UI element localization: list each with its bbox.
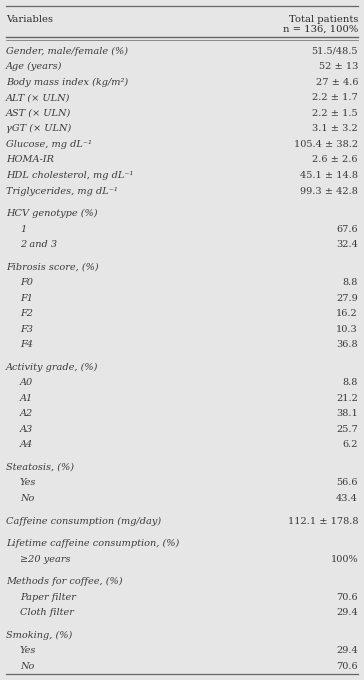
Text: Total patients: Total patients [289,15,358,24]
Text: 43.4: 43.4 [336,494,358,503]
Text: 56.6: 56.6 [336,479,358,488]
Text: Glucose, mg dL⁻¹: Glucose, mg dL⁻¹ [6,140,92,149]
Text: 1: 1 [20,224,26,233]
Text: Smoking, (%): Smoking, (%) [6,630,72,640]
Text: F2: F2 [20,309,33,318]
Text: 29.4: 29.4 [336,646,358,656]
Text: Steatosis, (%): Steatosis, (%) [6,463,74,472]
Text: A0: A0 [20,378,33,388]
Text: n = 136, 100%: n = 136, 100% [283,25,358,34]
Text: A2: A2 [20,409,33,418]
Text: 10.3: 10.3 [336,325,358,334]
Text: AST (× ULN): AST (× ULN) [6,109,71,118]
Text: Yes: Yes [20,479,36,488]
Text: Paper filter: Paper filter [20,593,76,602]
Text: 16.2: 16.2 [336,309,358,318]
Text: 8.8: 8.8 [343,278,358,287]
Text: 105.4 ± 38.2: 105.4 ± 38.2 [294,140,358,149]
Text: A4: A4 [20,441,33,449]
Text: Body mass index (kg/m²): Body mass index (kg/m²) [6,78,128,87]
Text: 99.3 ± 42.8: 99.3 ± 42.8 [300,186,358,196]
Text: Gender, male/female (%): Gender, male/female (%) [6,47,128,56]
Text: HCV genotype (%): HCV genotype (%) [6,209,98,218]
Text: Caffeine consumption (mg/day): Caffeine consumption (mg/day) [6,517,161,526]
Text: F4: F4 [20,340,33,350]
Text: No: No [20,494,34,503]
Text: Fibrosis score, (%): Fibrosis score, (%) [6,262,99,271]
Text: 52 ± 13: 52 ± 13 [318,63,358,71]
Text: 112.1 ± 178.8: 112.1 ± 178.8 [288,517,358,526]
Text: ALT (× ULN): ALT (× ULN) [6,93,70,103]
Text: 67.6: 67.6 [336,224,358,233]
Text: Activity grade, (%): Activity grade, (%) [6,362,98,372]
Text: 45.1 ± 14.8: 45.1 ± 14.8 [300,171,358,180]
Text: 2 and 3: 2 and 3 [20,240,57,249]
Text: 8.8: 8.8 [343,378,358,388]
Text: 3.1 ± 3.2: 3.1 ± 3.2 [312,124,358,133]
Text: Yes: Yes [20,646,36,656]
Text: 32.4: 32.4 [336,240,358,249]
Text: Age (years): Age (years) [6,63,62,71]
Text: No: No [20,662,34,670]
Text: Methods for coffee, (%): Methods for coffee, (%) [6,577,123,586]
Text: 36.8: 36.8 [336,340,358,350]
Text: HOMA-IR: HOMA-IR [6,156,54,165]
Text: 27 ± 4.6: 27 ± 4.6 [316,78,358,87]
Text: F0: F0 [20,278,33,287]
Text: 2.2 ± 1.5: 2.2 ± 1.5 [312,109,358,118]
Text: 70.6: 70.6 [336,593,358,602]
Text: 25.7: 25.7 [336,425,358,434]
Text: 70.6: 70.6 [336,662,358,670]
Text: 2.2 ± 1.7: 2.2 ± 1.7 [312,93,358,103]
Text: 27.9: 27.9 [336,294,358,303]
Text: F3: F3 [20,325,33,334]
Text: A3: A3 [20,425,33,434]
Text: γGT (× ULN): γGT (× ULN) [6,124,71,133]
Text: 2.6 ± 2.6: 2.6 ± 2.6 [313,156,358,165]
Text: F1: F1 [20,294,33,303]
Text: Triglycerides, mg dL⁻¹: Triglycerides, mg dL⁻¹ [6,186,118,196]
Text: 6.2: 6.2 [343,441,358,449]
Text: Variables: Variables [6,15,53,24]
Text: HDL cholesterol, mg dL⁻¹: HDL cholesterol, mg dL⁻¹ [6,171,133,180]
Text: 51.5/48.5: 51.5/48.5 [312,47,358,56]
Text: Lifetime caffeine consumption, (%): Lifetime caffeine consumption, (%) [6,539,179,548]
Text: 100%: 100% [331,555,358,564]
Text: 38.1: 38.1 [336,409,358,418]
Text: A1: A1 [20,394,33,403]
Text: ≥20 years: ≥20 years [20,555,71,564]
Text: 21.2: 21.2 [336,394,358,403]
Text: 29.4: 29.4 [336,608,358,617]
Text: Cloth filter: Cloth filter [20,608,74,617]
